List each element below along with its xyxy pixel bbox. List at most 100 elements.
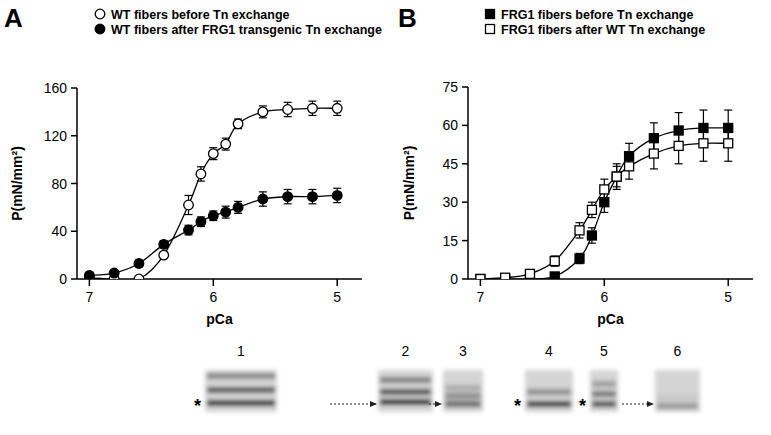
y-tick <box>462 278 468 280</box>
blot-lane: 5* <box>579 343 618 416</box>
lane-image <box>378 370 433 412</box>
y-tick <box>71 87 77 89</box>
error-bar <box>197 217 205 227</box>
x-tick <box>604 279 606 286</box>
blot-lane: 1* <box>194 343 277 416</box>
lane-background <box>443 370 483 412</box>
asterisk: * <box>194 396 201 416</box>
asterisk: * <box>514 396 521 416</box>
point <box>525 269 534 278</box>
point <box>575 254 584 263</box>
point <box>625 152 634 161</box>
point <box>587 231 596 240</box>
point <box>674 126 683 135</box>
point <box>85 271 95 279</box>
panel: B01530456075765pCaP(mN/mm²)FRG1 fibers b… <box>398 3 753 327</box>
error-cap <box>284 102 292 103</box>
point <box>258 107 268 117</box>
y-tick <box>462 86 468 88</box>
x-tick <box>480 279 482 286</box>
y-tick-label: 0 <box>450 271 458 287</box>
lane-image <box>525 370 573 412</box>
error-cap <box>222 138 230 139</box>
band <box>445 385 481 391</box>
point <box>283 192 293 202</box>
error-bar <box>576 223 584 238</box>
x-tick-label: 7 <box>85 289 93 305</box>
lane-image <box>590 370 618 412</box>
error-bar <box>284 189 292 203</box>
point <box>625 162 634 171</box>
error-cap <box>675 112 683 113</box>
x-tick-label: 6 <box>209 289 217 305</box>
point <box>209 149 219 159</box>
y-tick <box>71 183 77 185</box>
lane-label: 4 <box>545 343 553 359</box>
lane-background <box>655 370 700 412</box>
error-cap <box>197 181 205 182</box>
band <box>657 395 698 401</box>
error-bar <box>234 201 242 213</box>
error-cap <box>308 203 316 204</box>
error-bar <box>600 179 608 199</box>
error-bar <box>613 166 621 186</box>
lane-label: 1 <box>237 343 245 359</box>
error-cap <box>234 201 242 202</box>
figure: A04080120160765pCaP(mN/mm²)WT fibers bef… <box>0 0 771 435</box>
blot: 1*234*5*6 <box>194 343 700 416</box>
point <box>332 191 342 201</box>
fit-line <box>89 195 337 275</box>
point <box>649 134 658 143</box>
blot-lane: 3 <box>429 343 483 412</box>
legend: FRG1 fibers before Tn exchangeFRG1 fiber… <box>486 8 706 37</box>
band <box>207 373 275 379</box>
y-tick <box>462 163 468 165</box>
marks <box>476 110 733 279</box>
y-tick <box>462 240 468 242</box>
error-cap <box>588 243 596 244</box>
error-bar <box>284 102 292 116</box>
panel-label: B <box>398 3 417 33</box>
x-axis-label: pCa <box>597 311 624 327</box>
point <box>699 123 708 132</box>
error-cap <box>259 105 267 106</box>
error-cap <box>613 189 621 190</box>
legend: WT fibers before Tn exchangeWT fibers af… <box>95 8 382 37</box>
error-cap <box>308 115 316 116</box>
error-cap <box>259 117 267 118</box>
error-cap <box>284 116 292 117</box>
y-tick <box>462 201 468 203</box>
error-bar <box>259 192 267 206</box>
lane-image <box>443 370 483 412</box>
error-bar <box>333 188 341 202</box>
lane-background <box>525 370 573 412</box>
point <box>134 259 144 269</box>
point <box>332 103 342 113</box>
band <box>207 400 275 406</box>
x-tick <box>213 279 215 286</box>
error-cap <box>222 218 230 219</box>
point <box>209 211 219 221</box>
x-tick <box>727 279 729 286</box>
arrow <box>429 403 441 404</box>
point <box>476 275 485 280</box>
error-cap <box>209 147 217 148</box>
error-cap <box>333 101 341 102</box>
panel-label: A <box>4 3 23 33</box>
y-tick <box>462 125 468 127</box>
error-cap <box>209 159 217 160</box>
band <box>445 393 481 399</box>
point <box>649 149 658 158</box>
fit-line <box>480 128 728 279</box>
error-cap <box>234 213 242 214</box>
point <box>486 25 495 34</box>
error-cap <box>222 149 230 150</box>
point <box>196 217 206 227</box>
band <box>380 399 431 405</box>
error-cap <box>222 206 230 207</box>
band <box>527 401 571 407</box>
error-cap <box>588 202 596 203</box>
error-bar <box>259 106 267 118</box>
error-cap <box>625 179 633 180</box>
error-cap <box>284 203 292 204</box>
